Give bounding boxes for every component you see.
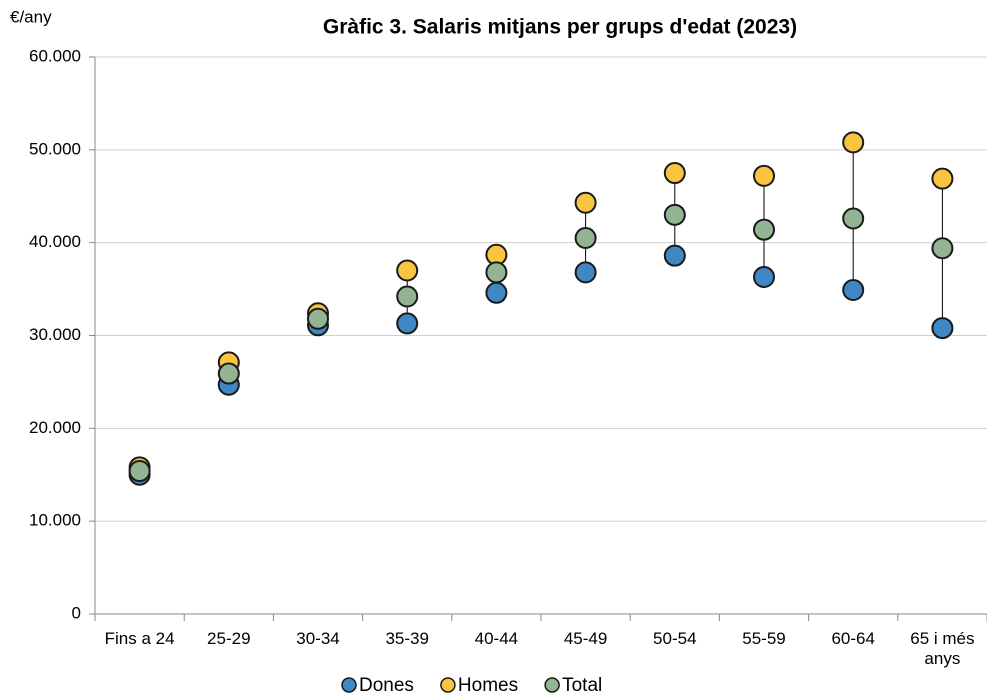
x-tick-label: 30-34 (296, 629, 340, 648)
dot (574, 227, 597, 250)
y-tick-label: 40.000 (29, 232, 81, 251)
dot (485, 261, 508, 284)
x-tick-label: 45-49 (563, 629, 608, 648)
dot (753, 266, 775, 289)
chart-title: Gràfic 3. Salaris mitjans per grups d'ed… (323, 16, 797, 39)
legend-marker (440, 677, 456, 693)
dot (217, 362, 240, 385)
dot (396, 259, 419, 282)
x-tick-label: Fins a 24 (104, 629, 175, 648)
dot (663, 203, 686, 226)
y-axis-label: €/any (10, 7, 52, 26)
dot (663, 244, 686, 267)
dot (574, 261, 597, 284)
dot (931, 237, 954, 260)
x-tick-label: 55-59 (742, 629, 786, 648)
dot (842, 279, 865, 302)
dot (663, 162, 686, 185)
legend-label: Dones (359, 675, 414, 696)
legend-marker (341, 677, 357, 693)
x-tick-label: 35-39 (385, 629, 429, 648)
y-tick-label: 0 (72, 603, 81, 622)
dot (485, 281, 508, 304)
legend-label: Homes (458, 675, 518, 696)
legend-marker (544, 677, 560, 693)
y-tick-label: 10.000 (29, 511, 81, 530)
x-tick-label: 40-44 (474, 629, 519, 648)
x-tick-label: 60-64 (831, 629, 875, 648)
dot (842, 131, 865, 154)
dot (753, 164, 775, 187)
y-tick-label: 60.000 (29, 46, 81, 65)
dot (307, 307, 329, 330)
dot (396, 285, 419, 308)
dot (842, 207, 865, 230)
dot (128, 460, 151, 483)
y-tick-label: 30.000 (29, 325, 81, 344)
x-tick-label: 65 i més anys (910, 629, 975, 668)
dot (931, 167, 954, 190)
legend-label: Total (562, 675, 602, 696)
dot (753, 218, 775, 241)
y-tick-label: 50.000 (29, 139, 81, 158)
dot (574, 191, 597, 214)
x-tick-label: 25-29 (207, 629, 251, 648)
dot (396, 312, 419, 335)
dot (931, 317, 954, 340)
y-tick-label: 20.000 (29, 418, 81, 437)
x-tick-label: 50-54 (653, 629, 697, 648)
